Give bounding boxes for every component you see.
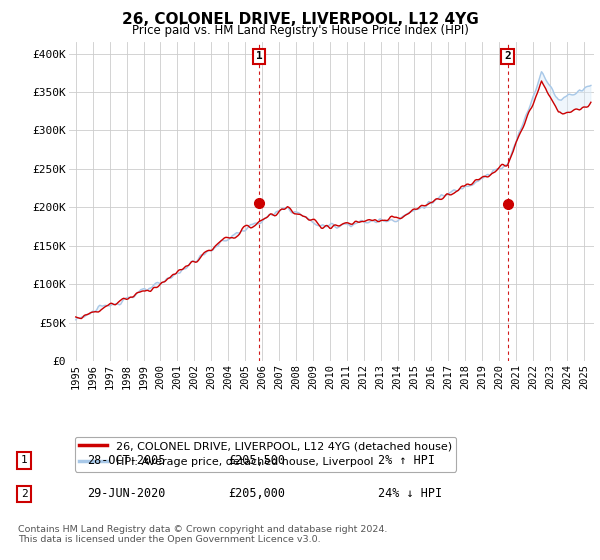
Text: 1: 1 (256, 52, 263, 62)
Text: Price paid vs. HM Land Registry's House Price Index (HPI): Price paid vs. HM Land Registry's House … (131, 24, 469, 36)
Text: £205,000: £205,000 (228, 487, 285, 501)
Legend: 26, COLONEL DRIVE, LIVERPOOL, L12 4YG (detached house), HPI: Average price, deta: 26, COLONEL DRIVE, LIVERPOOL, L12 4YG (d… (74, 437, 456, 472)
Text: 1: 1 (20, 455, 28, 465)
Text: 2% ↑ HPI: 2% ↑ HPI (378, 454, 435, 467)
Text: 29-JUN-2020: 29-JUN-2020 (87, 487, 166, 501)
Text: 24% ↓ HPI: 24% ↓ HPI (378, 487, 442, 501)
Text: Contains HM Land Registry data © Crown copyright and database right 2024.
This d: Contains HM Land Registry data © Crown c… (18, 525, 388, 544)
Text: 2: 2 (20, 489, 28, 499)
Text: 2: 2 (504, 52, 511, 62)
Text: 28-OCT-2005: 28-OCT-2005 (87, 454, 166, 467)
Text: 26, COLONEL DRIVE, LIVERPOOL, L12 4YG: 26, COLONEL DRIVE, LIVERPOOL, L12 4YG (122, 12, 478, 27)
Text: £205,500: £205,500 (228, 454, 285, 467)
